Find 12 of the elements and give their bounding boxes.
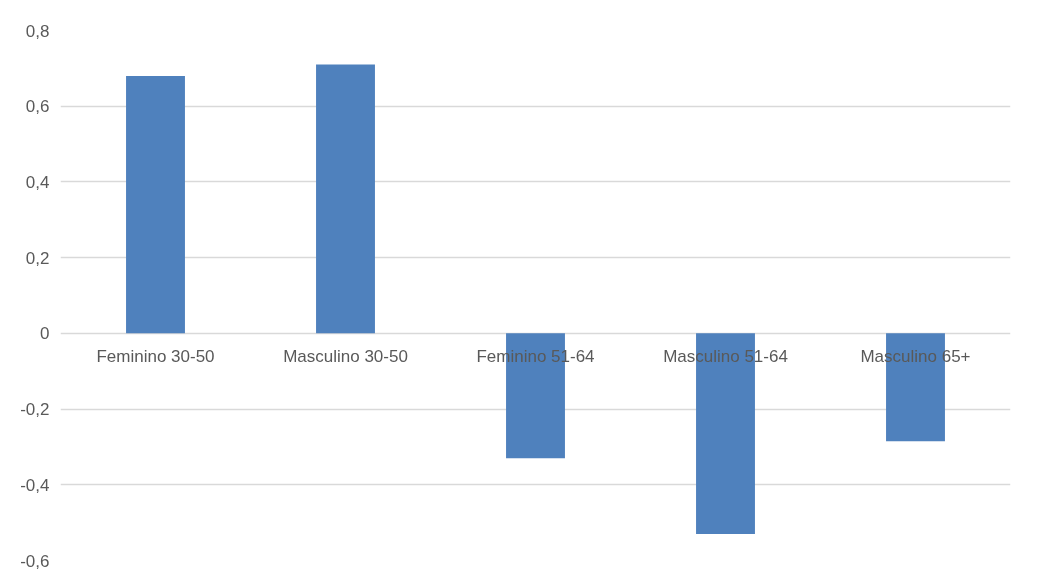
y-tick-label: -0,2 xyxy=(20,400,50,420)
bar xyxy=(316,64,375,334)
y-tick-label: -0,6 xyxy=(20,551,50,571)
bar xyxy=(126,75,185,334)
y-tick-label: 0,6 xyxy=(25,97,50,117)
y-tick-label: -0,4 xyxy=(20,475,50,495)
x-tick-label: Masculino 30-50 xyxy=(283,347,408,367)
x-tick-label: Feminino 30-50 xyxy=(96,347,215,367)
y-tick-label: 0,8 xyxy=(25,21,50,41)
y-tick-label: 0,4 xyxy=(25,172,50,192)
y-tick-label: 0 xyxy=(40,324,50,344)
y-tick-label: 0,2 xyxy=(25,248,50,268)
